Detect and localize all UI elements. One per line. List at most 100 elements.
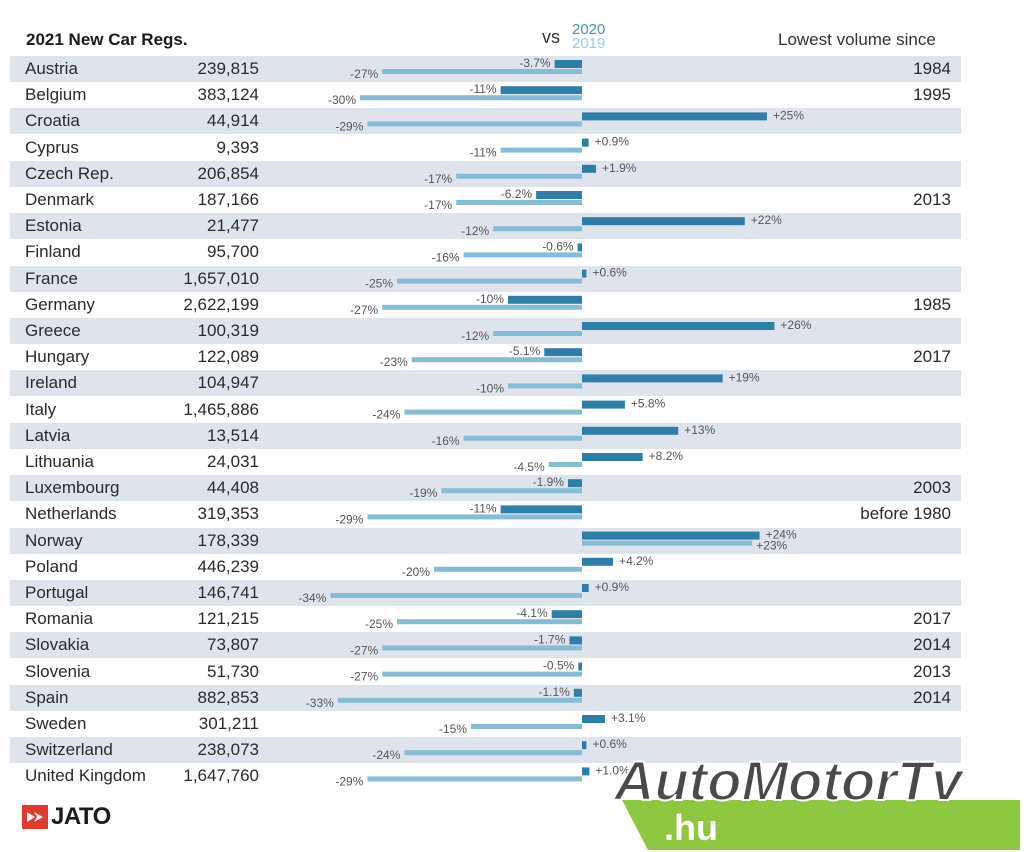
bar-2020 (577, 243, 582, 252)
lowest-volume-year: 2017 (913, 609, 951, 629)
data-label-2019: -19% (409, 486, 437, 500)
volume-value: 239,815 (197, 59, 259, 78)
volume-value: 301,211 (198, 714, 259, 733)
volume-value: 95,700 (207, 242, 259, 262)
country-name: Sweden (25, 714, 87, 733)
data-label-2019: -10% (476, 381, 504, 395)
data-label-2019: -4.5% (513, 460, 545, 474)
table-row: Hungary 122,089 2017 (10, 344, 961, 370)
bar-2019 (463, 435, 582, 441)
data-label-2020: +5.8% (631, 397, 666, 411)
automotortv-watermark: AutoMotorTv .hu (611, 748, 1020, 850)
country-name: France (25, 268, 78, 288)
country-name: Norway (25, 530, 83, 550)
bar-2019 (367, 776, 582, 782)
bar-2020 (578, 662, 582, 671)
data-label-2019: -23% (380, 355, 408, 369)
bar-2020 (500, 86, 582, 95)
table-row: Poland 446,239 (10, 554, 961, 580)
bar-2020 (582, 741, 587, 750)
table-row: Germany 2,622,199 1985 (10, 292, 961, 318)
country-name: Finland (25, 242, 81, 262)
country-name: Cyprus (25, 137, 79, 157)
country-name: Austria (25, 59, 78, 78)
bar-2019 (456, 173, 582, 179)
country-name: Latvia (25, 425, 71, 445)
bar-2019 (367, 514, 582, 520)
bar-2020 (582, 767, 590, 776)
data-label-2019: -27% (350, 643, 378, 657)
country-name: Romania (25, 609, 94, 629)
volume-value: 319,353 (197, 504, 259, 524)
data-label-2020: -11% (469, 82, 496, 96)
data-label-2020: -3.7% (519, 56, 551, 70)
data-label-2020: +26% (780, 318, 811, 332)
vs-label: vs (542, 27, 560, 47)
volume-value: 383,124 (197, 85, 259, 105)
lowest-volume-year: 2013 (913, 190, 951, 209)
bar-2019 (360, 95, 582, 101)
data-label-2020: +22% (751, 213, 782, 227)
volume-value: 104,947 (197, 373, 259, 393)
data-label-2019: -29% (335, 774, 363, 788)
data-label-2019: -12% (461, 329, 489, 343)
volume-value: 882,853 (197, 687, 259, 707)
bar-2020 (554, 60, 582, 68)
bar-2020 (582, 557, 614, 566)
data-label-2020: +25% (773, 108, 804, 122)
bar-2019 (404, 409, 582, 415)
country-name: Netherlands (25, 504, 117, 524)
table-row: Croatia 44,914 (10, 108, 961, 135)
table-row: Slovenia 51,730 2013 (10, 659, 961, 685)
data-label-2019: -29% (335, 119, 363, 133)
table-row: United Kingdom 1,647,760 (10, 763, 961, 789)
volume-value: 238,073 (197, 740, 259, 760)
country-name: Ireland (25, 373, 77, 393)
country-name: Spain (25, 687, 69, 707)
bar-2020 (544, 348, 582, 357)
table-row: Finland 95,700 (10, 239, 961, 265)
bar-2019 (456, 200, 582, 205)
bar-2019 (548, 462, 582, 467)
table-row: Spain 882,853 2014 (10, 684, 961, 711)
legend-2019: 2019 (572, 35, 606, 52)
bar-2020 (536, 191, 582, 199)
data-label-2020: +0.9% (595, 135, 630, 149)
volume-value: 1,647,760 (183, 766, 259, 786)
country-name: Poland (25, 556, 78, 576)
bar-2020 (582, 217, 745, 226)
country-name: Czech Rep. (25, 163, 114, 183)
table-row: Greece 100,319 (10, 318, 961, 344)
lowest-volume-year: 1995 (913, 85, 951, 105)
jato-logo-icon (22, 805, 48, 829)
volume-value: 121,215 (197, 609, 259, 629)
volume-value: 1,465,886 (183, 399, 259, 419)
bar-2019 (441, 488, 582, 494)
bar-2019 (382, 645, 582, 651)
data-label-2020: +0.6% (592, 737, 627, 751)
bar-2020 (582, 269, 587, 278)
data-label-2019: -11% (469, 146, 496, 160)
table-row: Cyprus 9,393 (10, 135, 961, 161)
lowest-volume-header: Lowest volume since (778, 30, 936, 49)
volume-value: 187,166 (197, 190, 259, 209)
table-row: Norway 178,339 (10, 527, 961, 554)
data-label-2019: -24% (372, 748, 400, 762)
lowest-volume-year: before 1980 (860, 504, 951, 524)
data-label-2020: -5.1% (509, 344, 541, 358)
data-label-2019: -30% (328, 93, 356, 107)
volume-value: 206,854 (197, 163, 259, 183)
lowest-volume-year: 1985 (913, 294, 951, 314)
data-label-2020: +13% (684, 423, 715, 437)
volume-value: 2,622,199 (183, 294, 259, 314)
country-name: Portugal (25, 583, 89, 602)
volume-value: 13,514 (207, 425, 259, 445)
table-row: Sweden 301,211 (10, 711, 961, 737)
lowest-volume-year: 2013 (913, 661, 951, 681)
table-row: Luxembourg 44,408 2003 (10, 475, 961, 502)
country-name: Croatia (25, 111, 80, 131)
data-label-2020: -1.7% (534, 632, 566, 646)
country-name: Greece (25, 321, 81, 340)
data-label-2019: -17% (424, 172, 452, 186)
bar-2019 (367, 121, 582, 127)
